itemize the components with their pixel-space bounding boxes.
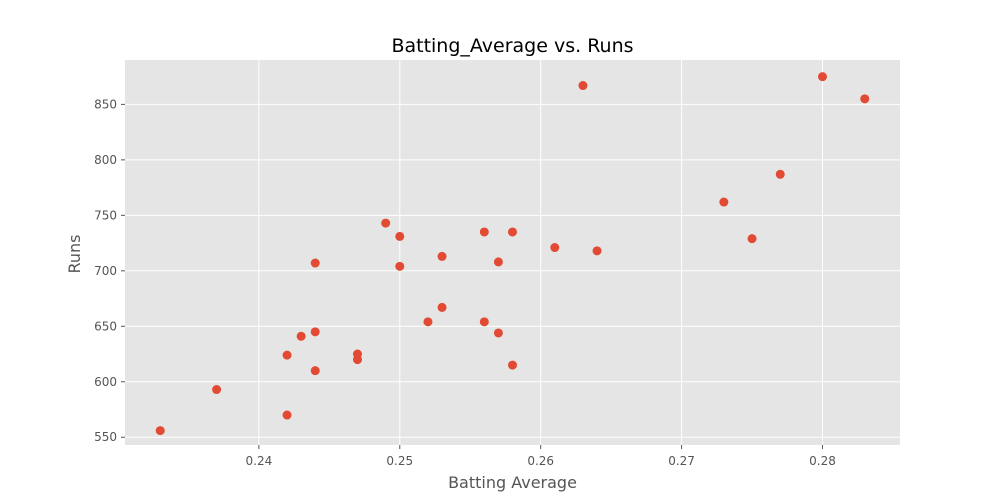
data-point [437, 302, 447, 312]
data-point [395, 261, 405, 271]
chart-title: Batting_Average vs. Runs [391, 35, 633, 57]
grid [125, 60, 900, 445]
data-point [296, 331, 306, 341]
y-tick-label: 600 [94, 375, 117, 389]
y-tick-label: 800 [94, 153, 117, 167]
data-point [775, 169, 785, 179]
data-point [747, 234, 757, 244]
data-point [508, 360, 517, 370]
data-point [155, 426, 165, 436]
data-point [381, 218, 391, 228]
data-point [310, 366, 320, 376]
data-point [310, 327, 320, 337]
y-tick-label: 700 [94, 264, 117, 278]
data-point [592, 246, 602, 256]
x-tick-label: 0.25 [386, 454, 413, 468]
data-points [155, 72, 870, 436]
data-point [395, 231, 405, 241]
plot-area [125, 60, 900, 445]
y-tick-label: 650 [94, 319, 117, 333]
x-tick-label: 0.28 [809, 454, 836, 468]
data-point [719, 197, 729, 207]
y-axis-title: Runs [65, 234, 84, 273]
data-point [493, 257, 503, 267]
y-tick-label: 850 [94, 97, 117, 111]
data-point [212, 385, 222, 395]
data-point [423, 317, 433, 327]
data-point [479, 227, 489, 237]
y-tick-label: 750 [94, 208, 117, 222]
data-point [437, 251, 447, 261]
data-point [282, 350, 292, 360]
data-point [818, 72, 827, 82]
ticks: 0.24 0.25 0.26 0.27 0.28 550 600 650 700 750 800 85… [94, 97, 836, 468]
x-tick-label: 0.27 [668, 454, 695, 468]
data-point [550, 243, 560, 253]
x-axis-title: Batting Average [448, 473, 577, 492]
data-point [282, 410, 292, 420]
data-point [353, 349, 362, 359]
x-tick-label: 0.24 [246, 454, 273, 468]
data-point [578, 81, 588, 91]
data-point [508, 227, 517, 237]
data-point [479, 317, 489, 327]
data-point [310, 258, 320, 268]
data-point [493, 328, 503, 338]
x-tick-label: 0.26 [527, 454, 554, 468]
data-point [860, 94, 870, 104]
y-tick-label: 550 [94, 430, 117, 444]
